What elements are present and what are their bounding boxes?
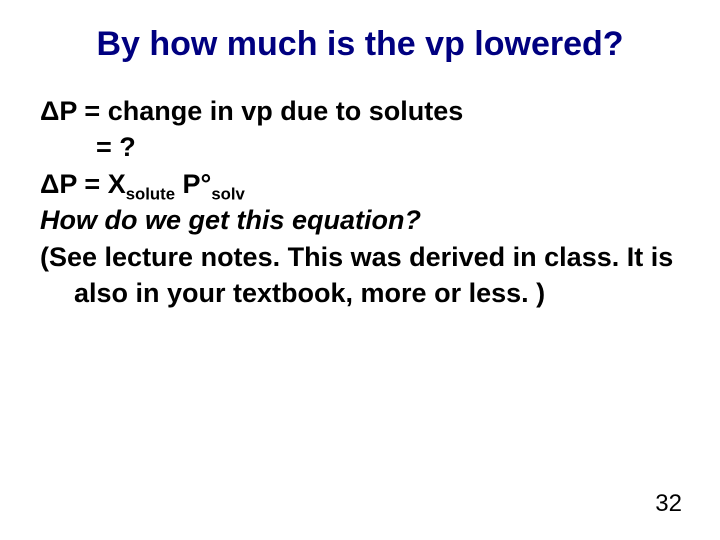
slide-body: ΔP = change in vp due to solutes = ? ΔP … <box>40 93 680 312</box>
slide: By how much is the vp lowered? ΔP = chan… <box>0 0 720 540</box>
line-3-b: P° <box>175 169 211 199</box>
slide-title: By how much is the vp lowered? <box>40 24 680 65</box>
line-3-a: ΔP = X <box>40 169 126 199</box>
line-3: ΔP = Xsolute P°solv <box>40 166 680 202</box>
line-2: = ? <box>40 129 680 165</box>
sub-solv: solv <box>211 184 245 203</box>
line-5: (See lecture notes. This was derived in … <box>40 239 680 312</box>
sub-solute: solute <box>126 184 175 203</box>
line-1: ΔP = change in vp due to solutes <box>40 93 680 129</box>
page-number: 32 <box>655 490 682 518</box>
line-4: How do we get this equation? <box>40 202 680 238</box>
